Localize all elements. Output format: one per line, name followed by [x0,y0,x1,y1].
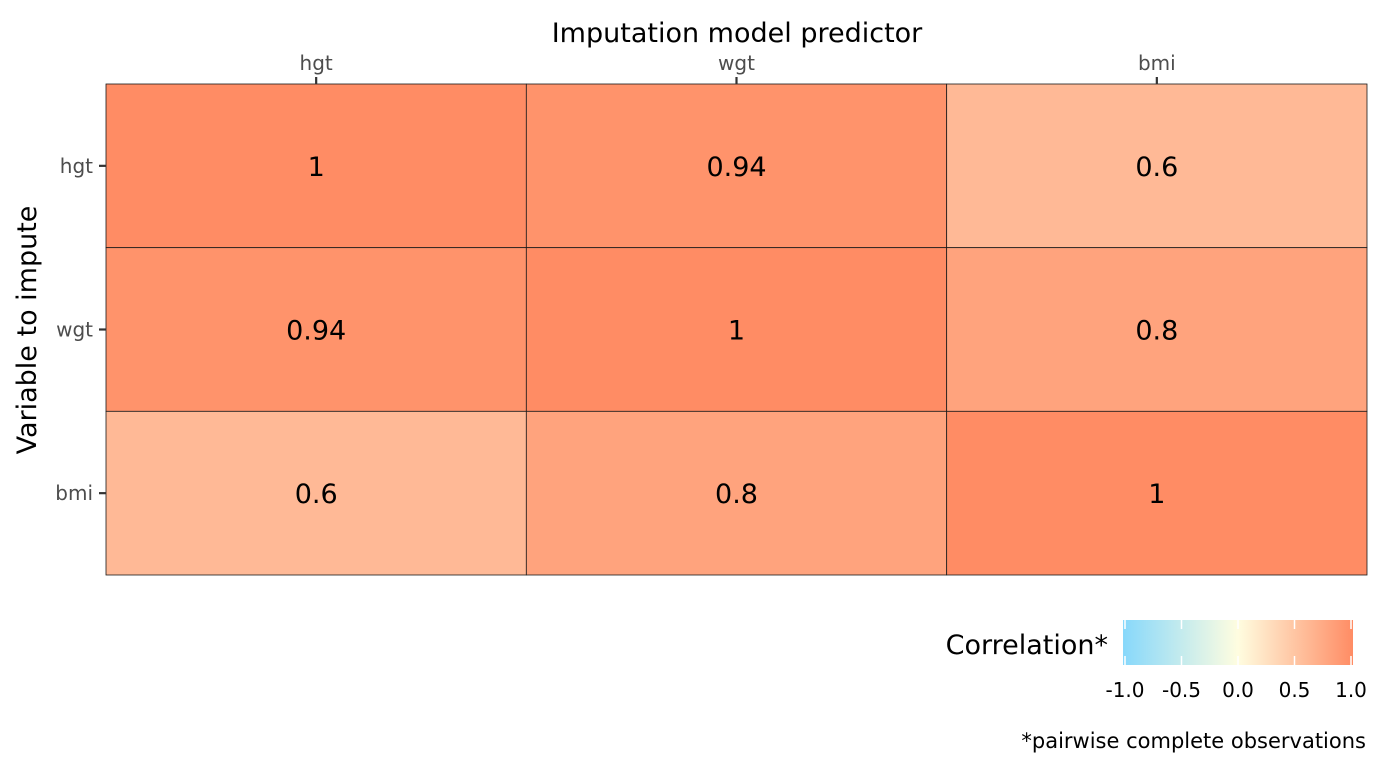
heatmap-cell [525,247,948,412]
y-axis-ticks: hgt wgt bmi [55,154,106,505]
cell-value-label: 1 [1148,479,1165,510]
cell-value-label: 0.94 [706,152,766,183]
y-tick-label: hgt [60,154,93,178]
x-axis-title: Imputation model predictor [552,18,923,49]
heatmap-cell [105,247,527,412]
legend-tick-label: 0.5 [1279,678,1311,702]
cell-value-label: 0.6 [295,479,338,510]
y-axis-title: Variable to impute [12,206,43,455]
legend-tick-label: 1.0 [1335,678,1367,702]
legend-tick-label: 0.0 [1222,678,1254,702]
x-tick-label: hgt [300,51,333,75]
caption: *pairwise complete observations [1021,729,1366,753]
x-tick-label: wgt [718,51,755,75]
legend-title: Correlation* [946,630,1108,661]
cell-value-label: 0.8 [715,479,758,510]
cell-value-label: 0.8 [1135,316,1178,347]
legend-ticks: -1.0 -0.5 0.0 0.5 1.0 [1105,620,1367,702]
heatmap-cell [525,83,948,249]
cell-value-label: 0.94 [286,316,346,347]
heatmap-cell [946,247,1368,412]
legend-tick-label: -0.5 [1162,678,1201,702]
cell-value-label: 1 [308,152,325,183]
cell-value-label: 1 [728,316,745,347]
cell-value-label: 0.6 [1135,152,1178,183]
heatmap-cell [105,83,527,249]
y-tick-label: bmi [55,481,93,505]
x-axis-ticks: hgt wgt bmi [300,51,1176,84]
heatmap-cells [105,83,1368,576]
legend-tick-label: -1.0 [1105,678,1144,702]
x-tick-label: bmi [1138,51,1176,75]
heatmap-cell [525,410,948,576]
cell-labels: 1 0.94 0.6 0.94 1 0.8 0.6 0.8 1 [286,152,1178,510]
y-tick-label: wgt [56,318,93,342]
heatmap-cell [105,410,527,576]
heatmap-cell [946,410,1368,576]
